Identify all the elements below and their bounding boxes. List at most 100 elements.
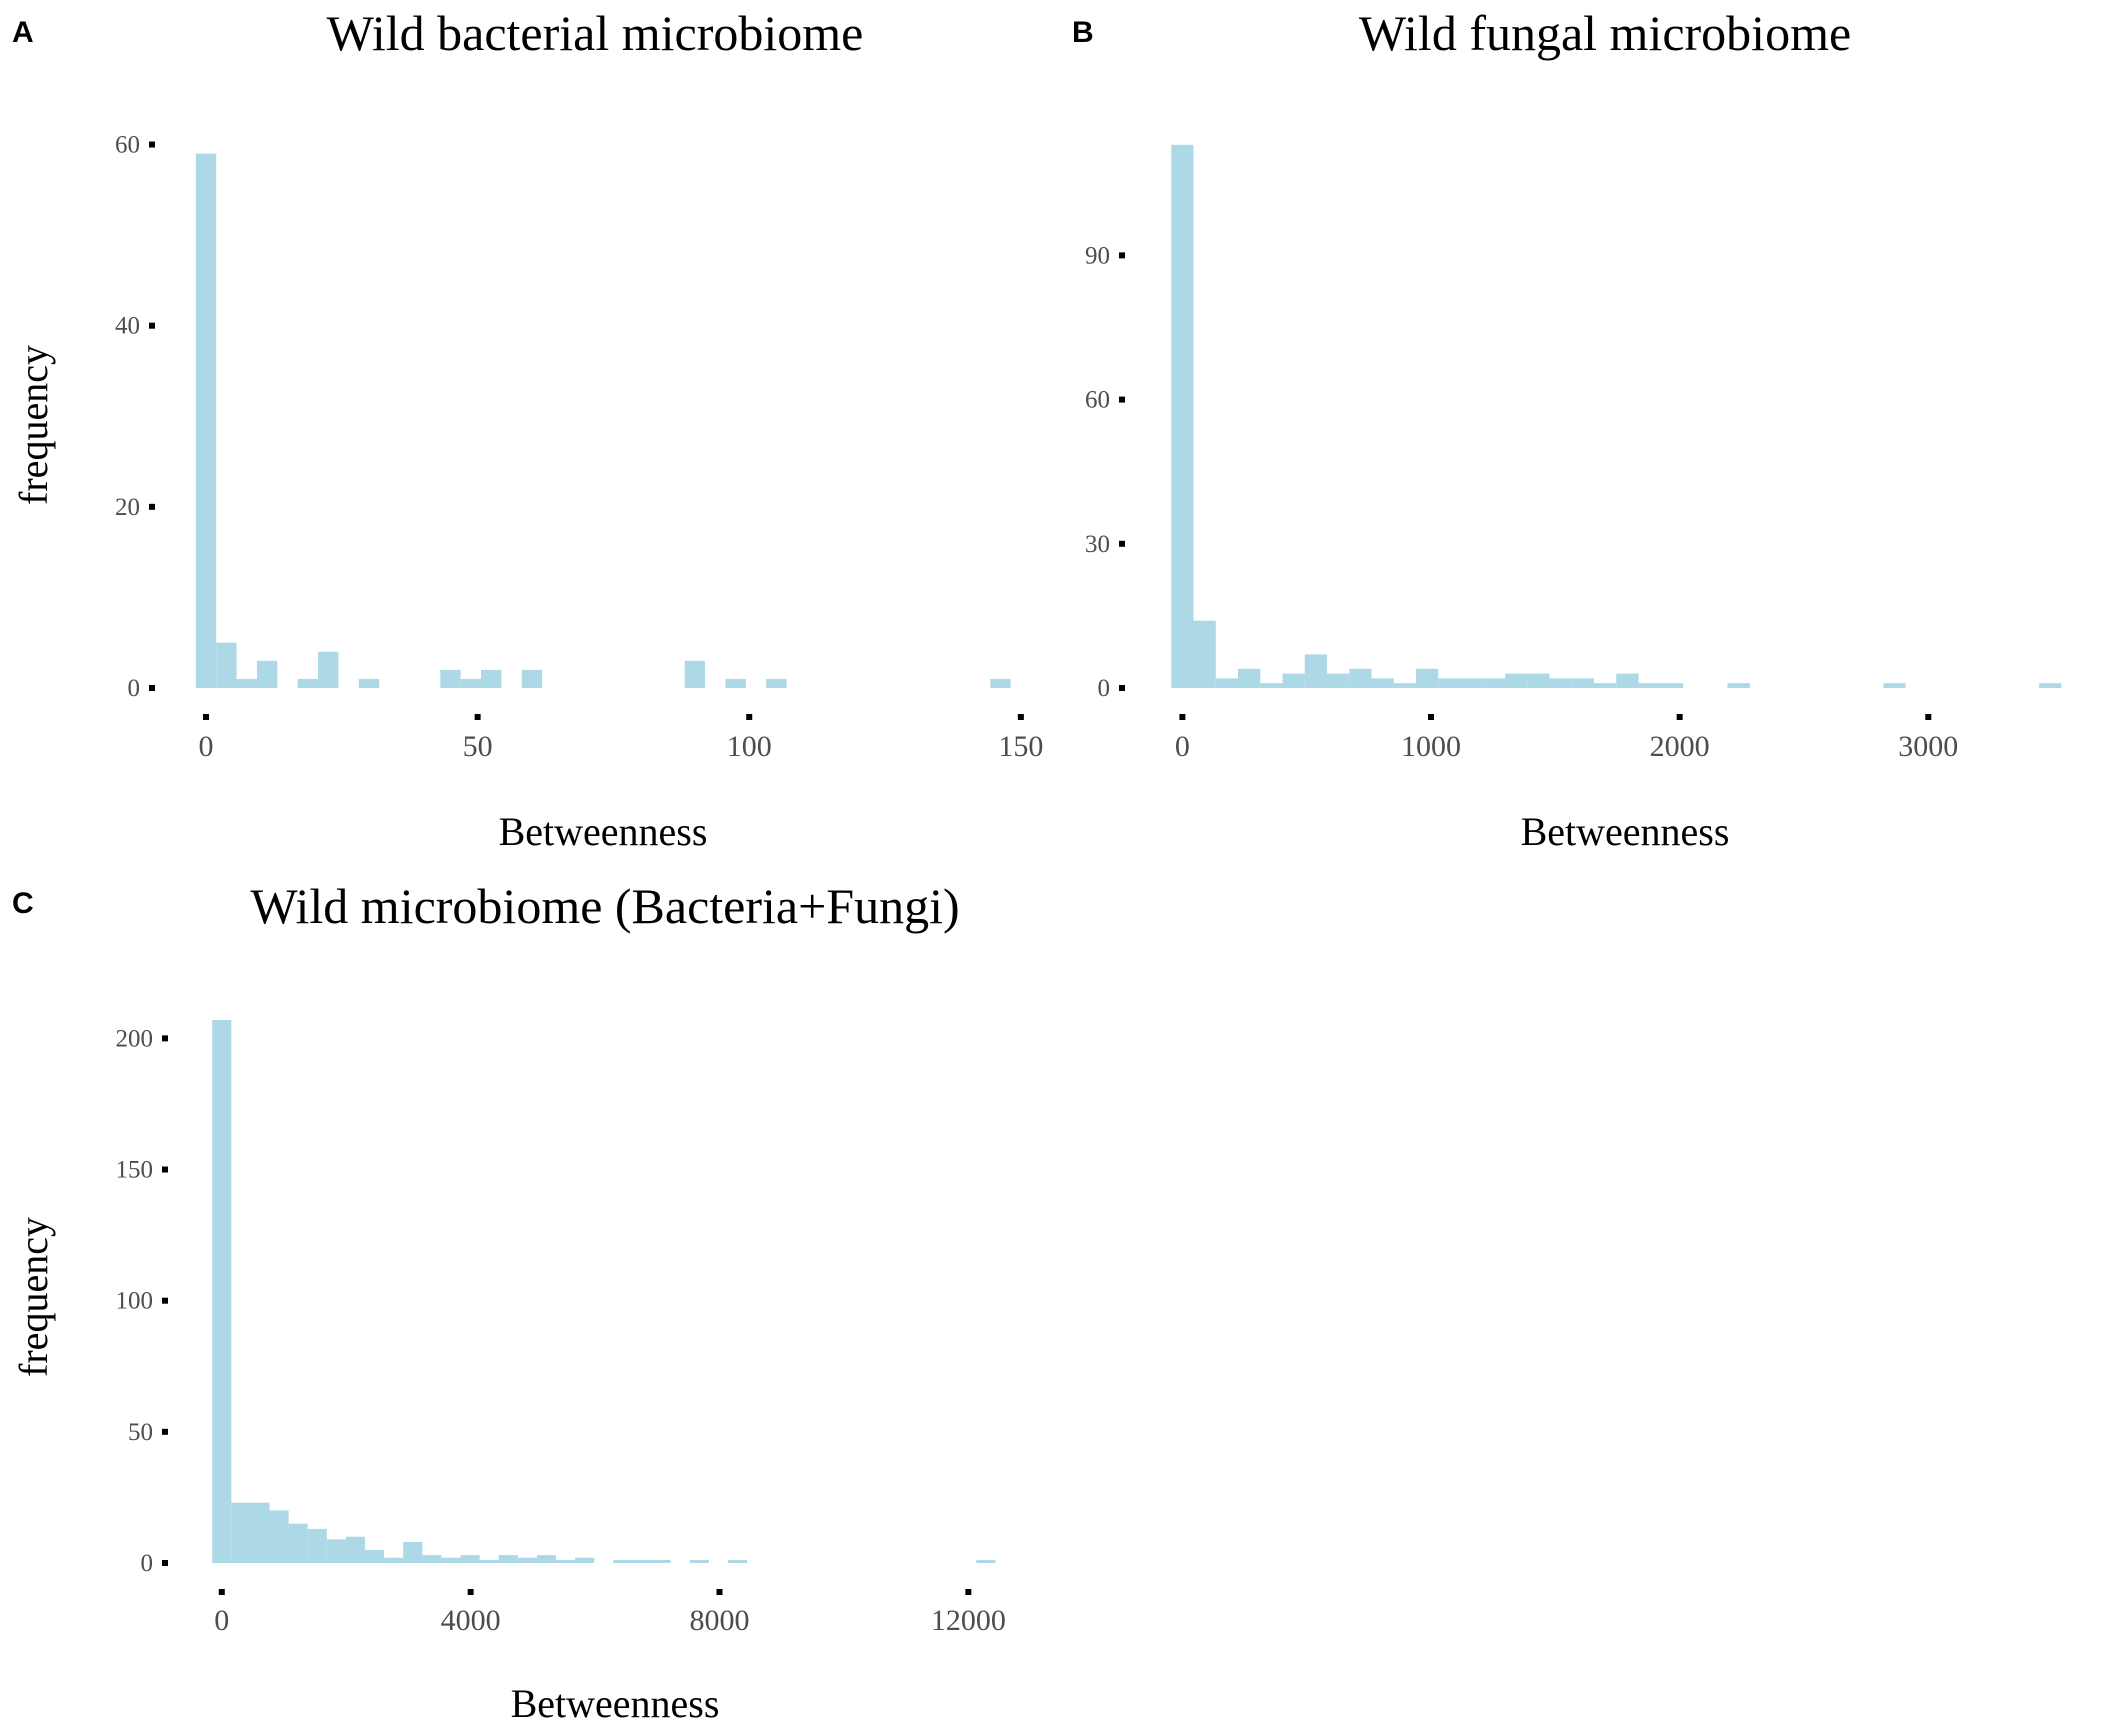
y-tick-mark-b-1 <box>1119 540 1125 547</box>
y-tick-label-b-3: 90 <box>1085 242 1110 269</box>
histogram-bar-b-23 <box>1727 683 1750 688</box>
chart-title-b: Wild fungal microbiome <box>1359 5 1851 61</box>
x-tick-mark-a-2 <box>746 714 753 720</box>
histogram-bar-b-24 <box>1883 683 1906 688</box>
x-tick-mark-b-1 <box>1428 714 1435 720</box>
plot-area-b: 0 30 60 90 0 1000 2000 3000 <box>1085 144 2062 763</box>
histogram-bar-a-3 <box>256 660 278 688</box>
y-tick-label-c-0: 0 <box>141 1550 154 1577</box>
y-tick-mark-b-0 <box>1119 685 1125 691</box>
histogram-bar-b-6 <box>1304 654 1328 688</box>
histogram-bar-b-12 <box>1438 678 1461 688</box>
x-tick-label-a-2: 100 <box>727 730 772 763</box>
histogram-bar-b-0 <box>1171 144 1194 689</box>
histogram-bar-b-5 <box>1282 673 1305 688</box>
x-tick-mark-a-0 <box>203 714 210 720</box>
histogram-bar-c-6 <box>326 1539 346 1563</box>
histogram-bar-c-2 <box>250 1502 270 1563</box>
histogram-bar-c-20 <box>613 1560 633 1563</box>
panel-letter-a: A <box>12 16 34 49</box>
histogram-bar-c-12 <box>441 1557 461 1563</box>
histogram-bar-a-4 <box>297 678 319 688</box>
histogram-bar-c-5 <box>307 1528 327 1563</box>
y-tick-mark-a-1 <box>149 503 155 510</box>
histogram-bar-b-20 <box>1616 673 1639 688</box>
histogram-bar-a-7 <box>440 669 461 688</box>
histogram-bar-a-11 <box>684 660 706 688</box>
y-tick-mark-c-2 <box>162 1297 168 1304</box>
histogram-bar-b-15 <box>1505 673 1528 688</box>
y-tick-mark-a-0 <box>149 685 155 691</box>
y-tick-label-c-3: 150 <box>116 1157 154 1184</box>
histogram-bar-b-11 <box>1416 668 1439 688</box>
x-tick-label-b-3: 3000 <box>1898 730 1958 763</box>
histogram-bar-b-8 <box>1349 668 1372 688</box>
histogram-bar-b-4 <box>1260 683 1283 688</box>
x-tick-label-c-2: 8000 <box>689 1604 749 1637</box>
histogram-bar-c-4 <box>288 1523 308 1563</box>
y-tick-mark-c-4 <box>162 1035 168 1042</box>
x-tick-mark-b-2 <box>1676 714 1683 720</box>
x-tick-label-a-0: 0 <box>199 730 214 763</box>
y-tick-label-b-0: 0 <box>1098 675 1111 702</box>
x-tick-label-a-3: 150 <box>998 730 1043 763</box>
x-tick-label-c-1: 4000 <box>441 1604 501 1637</box>
histogram-bar-a-5 <box>318 651 339 688</box>
histogram-bar-a-9 <box>481 669 502 688</box>
y-tick-mark-c-0 <box>162 1560 168 1566</box>
histogram-bar-c-7 <box>345 1536 366 1563</box>
x-tick-label-c-0: 0 <box>214 1604 229 1637</box>
histogram-bar-b-3 <box>1238 668 1261 688</box>
chart-title-c: Wild microbiome (Bacteria+Fungi) <box>250 878 959 934</box>
histogram-bar-b-16 <box>1527 673 1550 688</box>
x-tick-mark-b-3 <box>1925 714 1932 720</box>
panel-c: C Wild microbiome (Bacteria+Fungi) 0 50 10… <box>11 878 1006 1726</box>
histogram-bar-a-13 <box>766 678 787 688</box>
y-axis-title-c: frequency <box>11 1217 56 1377</box>
histogram-bar-a-8 <box>460 678 482 688</box>
histogram-bar-b-21 <box>1638 683 1661 688</box>
x-tick-mark-c-1 <box>467 1589 474 1595</box>
x-tick-mark-a-1 <box>474 714 481 720</box>
x-tick-mark-c-3 <box>965 1589 972 1595</box>
histogram-bar-b-17 <box>1549 678 1572 688</box>
y-tick-label-a-1: 20 <box>115 494 140 521</box>
histogram-bar-a-2 <box>236 678 257 688</box>
y-tick-mark-a-3 <box>149 141 155 148</box>
y-tick-label-b-1: 30 <box>1085 531 1110 558</box>
histogram-bar-b-19 <box>1594 683 1617 688</box>
y-tick-label-b-2: 60 <box>1085 387 1110 414</box>
y-tick-mark-b-3 <box>1119 252 1125 259</box>
x-tick-label-a-1: 50 <box>463 730 493 763</box>
y-tick-mark-a-2 <box>149 322 155 329</box>
y-tick-mark-c-3 <box>162 1166 168 1173</box>
x-tick-mark-c-2 <box>716 1589 723 1595</box>
y-tick-label-c-2: 100 <box>116 1288 154 1315</box>
x-tick-label-b-0: 0 <box>1175 730 1190 763</box>
x-tick-label-c-3: 12000 <box>931 1604 1006 1637</box>
histogram-bar-c-18 <box>556 1560 576 1563</box>
histogram-bar-c-23 <box>689 1560 709 1563</box>
x-axis-title-a: Betweenness <box>499 809 708 854</box>
histogram-bar-a-12 <box>725 678 746 688</box>
y-tick-label-a-3: 60 <box>115 132 140 159</box>
histogram-bar-c-13 <box>460 1555 480 1563</box>
histogram-bar-c-22 <box>651 1560 671 1563</box>
histogram-bar-a-10 <box>521 669 543 688</box>
histogram-bar-c-8 <box>365 1549 385 1563</box>
y-tick-mark-c-1 <box>162 1428 168 1435</box>
histogram-bar-c-25 <box>976 1560 996 1563</box>
histogram-bar-c-15 <box>498 1555 518 1563</box>
histogram-bar-c-3 <box>269 1510 289 1563</box>
histogram-bar-c-9 <box>384 1557 404 1563</box>
x-tick-mark-b-0 <box>1179 714 1186 720</box>
histogram-bar-b-9 <box>1371 678 1394 688</box>
histogram-bar-a-6 <box>358 678 380 688</box>
histogram-bar-b-14 <box>1482 678 1506 688</box>
histogram-bar-b-25 <box>2039 683 2062 688</box>
histogram-bar-c-1 <box>231 1502 251 1563</box>
histogram-bar-b-7 <box>1327 673 1350 688</box>
histogram-bar-a-14 <box>990 678 1011 688</box>
histogram-bar-c-11 <box>422 1555 442 1563</box>
